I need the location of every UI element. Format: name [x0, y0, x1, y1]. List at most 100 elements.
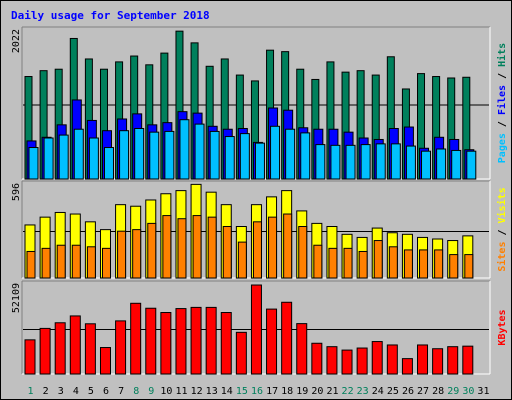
bar-pages-day-23 — [360, 144, 371, 180]
y-max-label: 2022 — [11, 29, 22, 53]
bar-kbytes-day-6 — [99, 347, 111, 375]
day-label-16: 16 — [251, 386, 263, 397]
legend-entry-pages: Pages — [497, 133, 508, 163]
bar-sites-day-2 — [41, 247, 51, 279]
bar-pages-day-14 — [224, 136, 235, 180]
legend-visits-sites: Sites / Visits — [496, 187, 508, 271]
bar-pages-day-28 — [436, 148, 447, 180]
bar-pages-day-18 — [285, 128, 296, 180]
day-label-8: 8 — [133, 386, 139, 397]
bar-kbytes-day-2 — [39, 327, 51, 375]
bar-kbytes-day-25 — [386, 344, 398, 375]
bar-pages-day-12 — [194, 123, 205, 180]
bar-sites-day-5 — [86, 246, 96, 279]
bar-kbytes-day-13 — [205, 306, 217, 375]
bar-sites-day-17 — [268, 216, 278, 279]
day-label-18: 18 — [281, 386, 293, 397]
bar-kbytes-day-20 — [311, 342, 323, 375]
bar-kbytes-day-10 — [160, 312, 172, 375]
bar-sites-day-13 — [207, 216, 217, 279]
legend-entry-kbytes: KBytes — [497, 309, 508, 345]
bar-pages-day-8 — [134, 127, 145, 180]
day-label-5: 5 — [88, 386, 94, 397]
bar-sites-day-27 — [419, 249, 429, 279]
bar-kbytes-day-29 — [447, 346, 459, 375]
bar-pages-day-26 — [405, 145, 416, 180]
bar-pages-day-10 — [164, 130, 175, 180]
bar-kbytes-day-27 — [417, 344, 429, 375]
day-label-26: 26 — [402, 386, 414, 397]
bar-sites-day-10 — [162, 215, 172, 279]
legend-hits-files-pages: Pages / Files / Hits — [496, 43, 508, 163]
bar-sites-day-25 — [388, 246, 398, 279]
bar-kbytes-day-8 — [130, 302, 142, 375]
bar-pages-day-27 — [421, 150, 432, 180]
bar-kbytes-day-4 — [69, 315, 81, 375]
day-label-22: 22 — [342, 386, 354, 397]
bar-kbytes-day-30 — [462, 345, 474, 375]
bar-sites-day-14 — [222, 226, 232, 279]
bar-pages-day-29 — [451, 149, 462, 180]
bar-kbytes-day-18 — [281, 301, 293, 375]
day-label-27: 27 — [417, 386, 429, 397]
bar-pages-day-16 — [254, 142, 265, 180]
bar-kbytes-day-21 — [326, 346, 338, 375]
day-label-31: 31 — [477, 386, 489, 397]
bar-pages-day-30 — [466, 150, 477, 180]
bar-pages-day-7 — [119, 130, 130, 180]
day-label-3: 3 — [58, 386, 64, 397]
bar-sites-day-30 — [464, 254, 474, 279]
day-label-24: 24 — [372, 386, 384, 397]
day-label-30: 30 — [462, 386, 474, 397]
bar-sites-day-11 — [177, 218, 187, 279]
bar-kbytes-day-17 — [266, 308, 278, 375]
bar-sites-day-8 — [132, 229, 142, 279]
bar-pages-day-1 — [28, 147, 39, 180]
bar-kbytes-day-26 — [401, 358, 413, 375]
y-max-label: 596 — [11, 183, 22, 201]
bar-sites-day-28 — [434, 249, 444, 279]
bar-sites-day-24 — [373, 240, 383, 279]
bar-sites-day-3 — [56, 244, 66, 279]
bar-pages-day-3 — [58, 134, 69, 180]
bar-pages-day-17 — [270, 125, 281, 180]
bar-kbytes-day-9 — [145, 307, 157, 375]
bar-kbytes-day-3 — [54, 322, 66, 375]
bar-kbytes-day-1 — [24, 339, 36, 375]
bar-sites-day-21 — [328, 247, 338, 279]
bar-pages-day-22 — [345, 144, 356, 180]
bar-pages-day-2 — [43, 137, 54, 180]
bar-sites-day-7 — [117, 230, 127, 279]
bar-kbytes-day-22 — [341, 349, 353, 375]
day-label-28: 28 — [432, 386, 444, 397]
bar-pages-day-24 — [375, 143, 386, 180]
bar-kbytes-day-11 — [175, 308, 187, 375]
bar-kbytes-day-23 — [356, 347, 368, 375]
bar-sites-day-23 — [358, 250, 368, 279]
day-label-20: 20 — [311, 386, 323, 397]
bar-sites-day-18 — [283, 213, 293, 279]
bar-pages-day-11 — [179, 119, 190, 180]
day-label-21: 21 — [326, 386, 338, 397]
day-label-14: 14 — [221, 386, 233, 397]
bar-sites-day-4 — [71, 244, 81, 279]
bar-pages-day-19 — [300, 132, 311, 180]
bar-pages-day-20 — [315, 144, 326, 180]
bar-pages-day-15 — [239, 133, 250, 180]
bar-kbytes-day-24 — [371, 341, 383, 375]
day-label-25: 25 — [387, 386, 399, 397]
bar-kbytes-day-15 — [235, 331, 247, 375]
bar-kbytes-day-12 — [190, 306, 202, 375]
bar-sites-day-19 — [298, 226, 308, 279]
bar-kbytes-day-7 — [115, 320, 127, 375]
bar-sites-day-20 — [313, 244, 323, 279]
day-label-2: 2 — [43, 386, 49, 397]
bar-sites-day-26 — [403, 249, 413, 279]
bar-sites-day-9 — [147, 222, 157, 279]
bar-sites-day-22 — [343, 247, 353, 279]
bar-kbytes-day-28 — [432, 348, 444, 375]
legend-entry-sites: Sites — [496, 242, 508, 272]
day-label-15: 15 — [236, 386, 248, 397]
day-label-7: 7 — [118, 386, 124, 397]
